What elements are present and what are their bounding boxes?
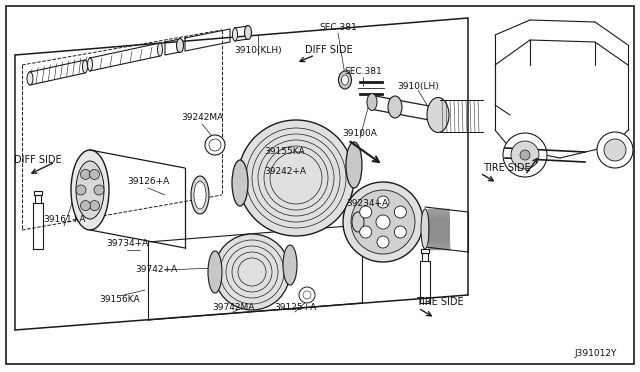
Circle shape xyxy=(351,190,415,254)
Text: 39100A: 39100A xyxy=(342,128,378,138)
Ellipse shape xyxy=(83,60,88,73)
Circle shape xyxy=(520,150,530,160)
Circle shape xyxy=(604,139,626,161)
Text: 3910(LH): 3910(LH) xyxy=(397,81,439,90)
Ellipse shape xyxy=(76,161,104,219)
Circle shape xyxy=(377,196,389,208)
Circle shape xyxy=(205,135,225,155)
Ellipse shape xyxy=(388,96,402,118)
Ellipse shape xyxy=(346,142,362,188)
Ellipse shape xyxy=(421,209,429,249)
Circle shape xyxy=(303,291,311,299)
Ellipse shape xyxy=(157,43,163,56)
Text: 39742+A: 39742+A xyxy=(135,266,177,275)
Ellipse shape xyxy=(232,28,237,41)
Text: 39161+A: 39161+A xyxy=(43,215,85,224)
Circle shape xyxy=(238,120,354,236)
Circle shape xyxy=(503,133,547,177)
Ellipse shape xyxy=(244,26,252,39)
Circle shape xyxy=(214,234,290,310)
Circle shape xyxy=(299,287,315,303)
Text: 39742MA: 39742MA xyxy=(212,304,254,312)
Ellipse shape xyxy=(283,245,297,285)
Text: 39242MA: 39242MA xyxy=(181,113,223,122)
Circle shape xyxy=(360,226,372,238)
Ellipse shape xyxy=(367,93,377,110)
Circle shape xyxy=(394,226,406,238)
Ellipse shape xyxy=(352,212,364,232)
Ellipse shape xyxy=(177,38,184,52)
Ellipse shape xyxy=(88,58,93,71)
Circle shape xyxy=(76,185,86,195)
Text: TIRE SIDE: TIRE SIDE xyxy=(483,163,531,173)
Circle shape xyxy=(90,201,99,211)
Ellipse shape xyxy=(208,251,222,293)
Text: 39734+A: 39734+A xyxy=(106,240,148,248)
Ellipse shape xyxy=(191,176,209,214)
Text: SEC.381: SEC.381 xyxy=(319,23,357,32)
Circle shape xyxy=(394,206,406,218)
Circle shape xyxy=(343,182,423,262)
Circle shape xyxy=(511,141,539,169)
Circle shape xyxy=(360,206,372,218)
Ellipse shape xyxy=(342,75,349,85)
Text: J391012Y: J391012Y xyxy=(575,349,617,357)
Text: 3910(KLH): 3910(KLH) xyxy=(234,45,282,55)
Circle shape xyxy=(94,185,104,195)
Text: 39156KA: 39156KA xyxy=(100,295,140,305)
Ellipse shape xyxy=(427,97,449,132)
Text: 39125+A: 39125+A xyxy=(274,304,316,312)
Text: TIRE SIDE: TIRE SIDE xyxy=(416,297,464,307)
Text: DIFF SIDE: DIFF SIDE xyxy=(305,45,353,55)
Ellipse shape xyxy=(27,72,33,85)
Circle shape xyxy=(377,236,389,248)
Ellipse shape xyxy=(194,181,206,209)
Circle shape xyxy=(81,169,90,179)
Text: 39234+A: 39234+A xyxy=(346,199,388,208)
Text: 39126+A: 39126+A xyxy=(127,177,169,186)
Text: 39242+A: 39242+A xyxy=(264,167,306,176)
Circle shape xyxy=(209,139,221,151)
Circle shape xyxy=(376,215,390,229)
Text: SEC.381: SEC.381 xyxy=(344,67,382,77)
Ellipse shape xyxy=(232,160,248,206)
Text: DIFF SIDE: DIFF SIDE xyxy=(14,155,62,165)
Circle shape xyxy=(90,169,99,179)
Circle shape xyxy=(597,132,633,168)
Ellipse shape xyxy=(339,71,351,89)
Ellipse shape xyxy=(71,150,109,230)
Circle shape xyxy=(81,201,90,211)
Text: 39155KA: 39155KA xyxy=(265,148,305,157)
